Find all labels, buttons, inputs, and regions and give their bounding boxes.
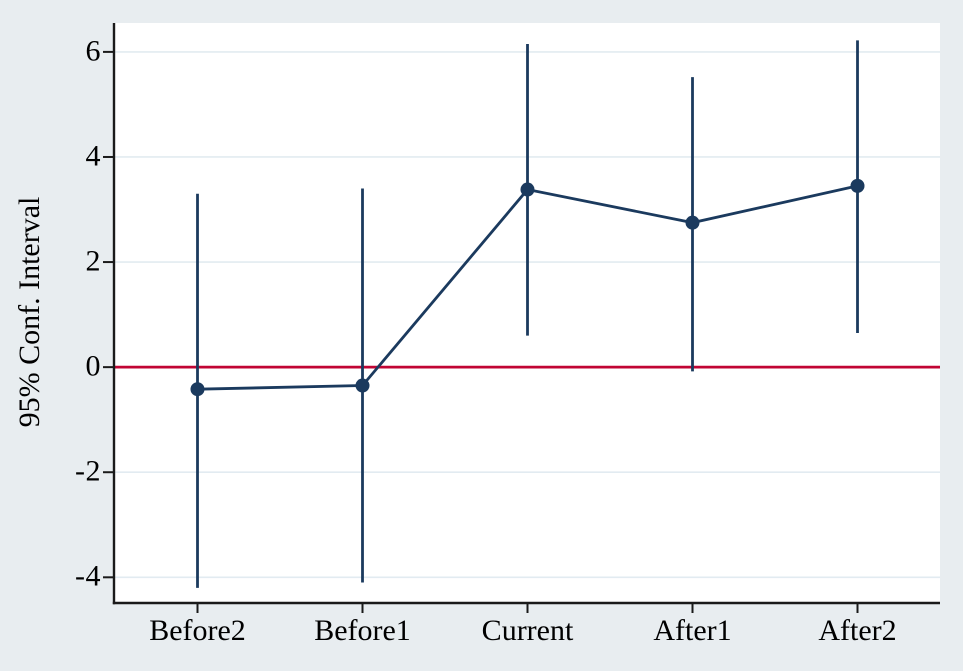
x-tick-label: Before1 — [314, 614, 411, 647]
estimate-point — [520, 182, 535, 197]
estimate-point — [685, 215, 700, 230]
y-tick-label: -4 — [75, 559, 101, 593]
x-tick-label: After2 — [818, 614, 897, 647]
y-tick-label: 0 — [85, 349, 101, 383]
y-tick-label: -2 — [75, 454, 101, 488]
estimate-point — [850, 178, 865, 193]
y-tick-label: 4 — [85, 139, 101, 173]
estimate-point — [355, 378, 370, 393]
y-axis-title: 95% Conf. Interval — [13, 196, 46, 428]
y-tick-label: 6 — [85, 34, 101, 68]
x-tick-label: Current — [481, 614, 574, 647]
y-tick-label: 2 — [85, 244, 101, 278]
x-tick-label: After1 — [653, 614, 732, 647]
x-tick-label: Before2 — [149, 614, 246, 647]
estimate-point — [190, 382, 205, 397]
